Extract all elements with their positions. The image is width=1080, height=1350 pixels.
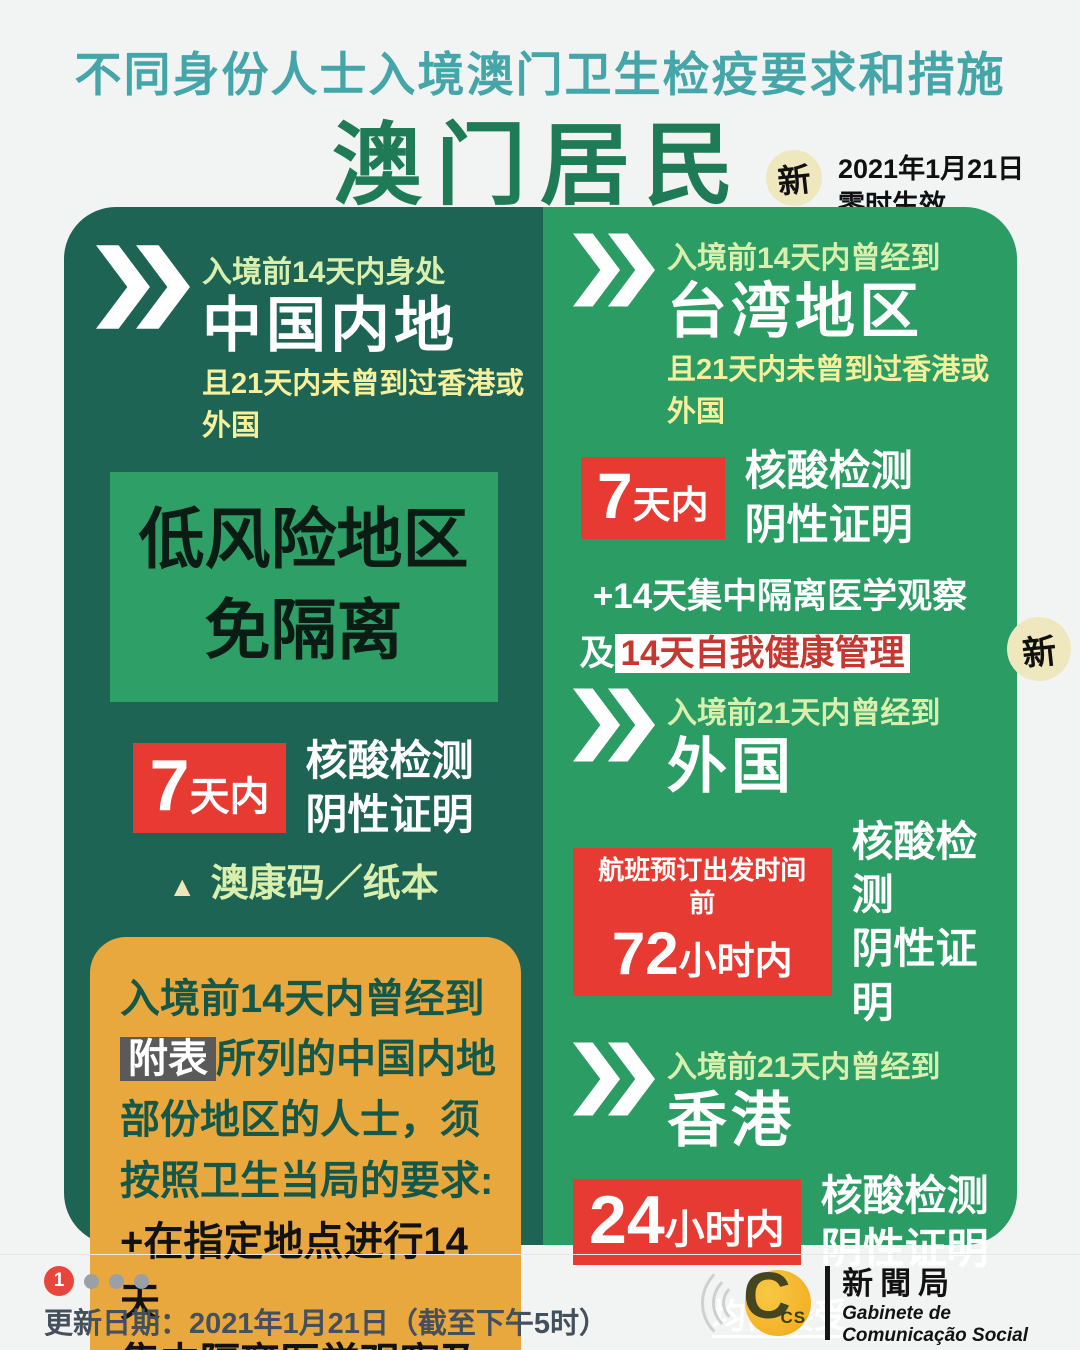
sound-wave-arc bbox=[712, 1271, 774, 1334]
taiwan-header: 入境前14天内曾经到 台湾地区 且21天内未曾到过香港或外国 bbox=[543, 207, 1017, 430]
effective-date-line1: 2021年1月21日 bbox=[838, 154, 1025, 184]
test-line1: 核酸检测 bbox=[851, 817, 978, 919]
health-code-row: ▲ 澳康码／纸本 bbox=[64, 852, 543, 907]
foreign-region: 外国 bbox=[667, 732, 795, 800]
hongkong-header: 入境前21天内曾经到 香港 bbox=[543, 1030, 1017, 1155]
test-line2: 阴性证明 bbox=[744, 500, 913, 548]
health-code-note: 澳康码／纸本 bbox=[210, 862, 439, 905]
appendix-line3: 部份地区的人士，须 bbox=[120, 1098, 480, 1143]
taiwan-region: 台湾地区 bbox=[667, 278, 923, 345]
taiwan-test-text: 核酸检测 阴性证明 bbox=[745, 444, 913, 552]
gcs-logo-icon: C CS bbox=[701, 1260, 817, 1346]
taiwan-observation: +14天集中隔离医学观察 bbox=[592, 576, 968, 616]
gcs-logo-letter: C bbox=[743, 1257, 791, 1332]
appendix-line4: 按照卫生当局的要求: bbox=[120, 1159, 494, 1204]
divider bbox=[0, 1254, 1080, 1255]
foreign-time-box: 航班预订出发时间前 72 小时内 bbox=[573, 848, 832, 996]
appendix-line2: 所列的中国内地 bbox=[216, 1037, 496, 1082]
low-risk-box: 低风险地区 免隔离 bbox=[109, 472, 498, 703]
gcs-name-chinese: 新聞局 bbox=[842, 1266, 957, 1301]
test-line1: 核酸检测 bbox=[744, 447, 913, 494]
gcs-logo-circle: C CS bbox=[743, 1262, 812, 1336]
mainland-test-text: 核酸检测 阴性证明 bbox=[306, 734, 474, 842]
hongkong-precondition: 入境前21天内曾经到 bbox=[667, 1050, 941, 1084]
new-badge: 新 bbox=[1003, 613, 1075, 684]
mainland-time-unit: 天内 bbox=[189, 774, 270, 819]
taiwan-test-row: 7 天内 核酸检测 阴性证明 bbox=[581, 444, 1017, 552]
page-dot[interactable] bbox=[84, 1273, 99, 1289]
new-badge: 新 bbox=[763, 147, 825, 209]
appendix-line5: +在指定地点进行14天 bbox=[120, 1219, 468, 1325]
foreign-header: 入境前21天内曾经到 外国 bbox=[543, 676, 1017, 801]
page-indicator: 1 bbox=[44, 1266, 149, 1296]
page-title: 不同身份人士入境澳门卫生检疫要求和措施 bbox=[74, 48, 1006, 101]
test-line2: 阴性证明 bbox=[851, 925, 978, 1026]
appendix-notice-box: 入境前14天内曾经到 附表 所列的中国内地 部份地区的人士，须 按照卫生当局的要求… bbox=[90, 936, 521, 1350]
foreign-time-unit: 小时内 bbox=[678, 941, 793, 983]
appendix-line1: 入境前14天内曾经到 bbox=[120, 976, 485, 1021]
foreign-precondition: 入境前21天内曾经到 bbox=[667, 696, 941, 730]
chevron-right-icon bbox=[573, 1042, 655, 1121]
taiwan-time-unit: 天内 bbox=[632, 484, 709, 527]
hongkong-test-row: 24 小时内 核酸检测 阴性证明 bbox=[573, 1169, 1017, 1277]
hongkong-time-unit: 小时内 bbox=[664, 1208, 785, 1253]
page-dot[interactable] bbox=[109, 1273, 124, 1289]
appendix-tag: 附表 bbox=[120, 1037, 216, 1082]
hongkong-time-box: 24 小时内 bbox=[573, 1179, 801, 1266]
logo-divider-bar bbox=[825, 1265, 831, 1340]
taiwan-and: 及 bbox=[579, 633, 615, 673]
taiwan-precondition: 入境前14天内曾经到 bbox=[667, 242, 941, 275]
hongkong-test-text: 核酸检测 阴性证明 bbox=[821, 1169, 989, 1277]
sound-wave-arc bbox=[722, 1281, 764, 1324]
low-risk-line1: 低风险地区 bbox=[138, 502, 469, 576]
page-number-badge[interactable]: 1 bbox=[44, 1266, 74, 1296]
sound-wave-arc bbox=[701, 1260, 785, 1345]
hongkong-region: 香港 bbox=[667, 1086, 795, 1154]
gcs-logo-letters: CS bbox=[780, 1307, 807, 1327]
test-line2: 阴性证明 bbox=[305, 790, 474, 838]
low-risk-line2: 免隔离 bbox=[204, 593, 403, 668]
chevron-right-icon bbox=[573, 688, 655, 767]
taiwan-management: 及 14天自我健康管理 新 bbox=[543, 613, 1075, 684]
chevron-right-icon bbox=[573, 233, 655, 312]
update-date: 更新日期：2021年1月21日（截至下午5时） bbox=[44, 1308, 609, 1340]
taiwan-time-box: 7 天内 bbox=[581, 456, 725, 539]
triangle-icon: ▲ bbox=[168, 870, 197, 902]
foreign-test-row: 航班预订出发时间前 72 小时内 核酸检测 阴性证明 bbox=[573, 815, 1017, 1030]
panel-other-regions: 入境前14天内曾经到 台湾地区 且21天内未曾到过香港或外国 7 天内 核酸检测… bbox=[543, 207, 1075, 1336]
chevron-right-icon bbox=[96, 245, 190, 334]
mainland-test-row: 7 天内 核酸检测 阴性证明 bbox=[64, 734, 543, 842]
test-line1: 核酸检测 bbox=[305, 737, 474, 785]
mainland-condition: 且21天内未曾到过香港或外国 bbox=[202, 368, 525, 442]
gcs-name-portuguese-1: Gabinete de bbox=[842, 1303, 951, 1324]
test-line1: 核酸检测 bbox=[820, 1171, 989, 1219]
foreign-box-line: 航班预订出发时间前 bbox=[598, 855, 807, 918]
test-line2: 阴性证明 bbox=[820, 1225, 989, 1273]
mainland-time-number: 7 bbox=[149, 745, 190, 826]
taiwan-highlight: 14天自我健康管理 bbox=[614, 633, 911, 673]
audience-title: 澳门居民 bbox=[332, 116, 748, 216]
taiwan-condition: 且21天内未曾到过香港或外国 bbox=[667, 354, 990, 428]
gcs-logo: C CS 新聞局 Gabinete de Comunicação Social bbox=[701, 1258, 1028, 1348]
mainland-precondition: 入境前14天内身处 bbox=[202, 256, 446, 289]
foreign-header-text: 入境前21天内曾经到 外国 bbox=[667, 688, 940, 801]
taiwan-time-number: 7 bbox=[597, 459, 633, 532]
gcs-logo-text: 新聞局 Gabinete de Comunicação Social bbox=[842, 1258, 1028, 1348]
gcs-name-portuguese-2: Comunicação Social bbox=[842, 1325, 1028, 1347]
hongkong-time-number: 24 bbox=[589, 1182, 665, 1259]
mainland-region: 中国内地 bbox=[202, 292, 458, 359]
hongkong-header-text: 入境前21天内曾经到 香港 bbox=[667, 1042, 940, 1155]
taiwan-header-text: 入境前14天内曾经到 台湾地区 且21天内未曾到过香港或外国 bbox=[667, 233, 1017, 430]
mainland-header: 入境前14天内身处 中国内地 且21天内未曾到过香港或外国 bbox=[64, 207, 543, 444]
mainland-time-box: 7 天内 bbox=[133, 742, 286, 833]
page-dot[interactable] bbox=[134, 1273, 149, 1289]
content-panels: 入境前14天内身处 中国内地 且21天内未曾到过香港或外国 低风险地区 免隔离 … bbox=[64, 207, 1075, 1350]
foreign-time-number: 72 bbox=[611, 920, 679, 987]
panel-mainland-china: 入境前14天内身处 中国内地 且21天内未曾到过香港或外国 低风险地区 免隔离 … bbox=[64, 207, 543, 1350]
foreign-test-text: 核酸检测 阴性证明 bbox=[852, 815, 1018, 1030]
mainland-header-text: 入境前14天内身处 中国内地 且21天内未曾到过香港或外国 bbox=[202, 247, 543, 444]
